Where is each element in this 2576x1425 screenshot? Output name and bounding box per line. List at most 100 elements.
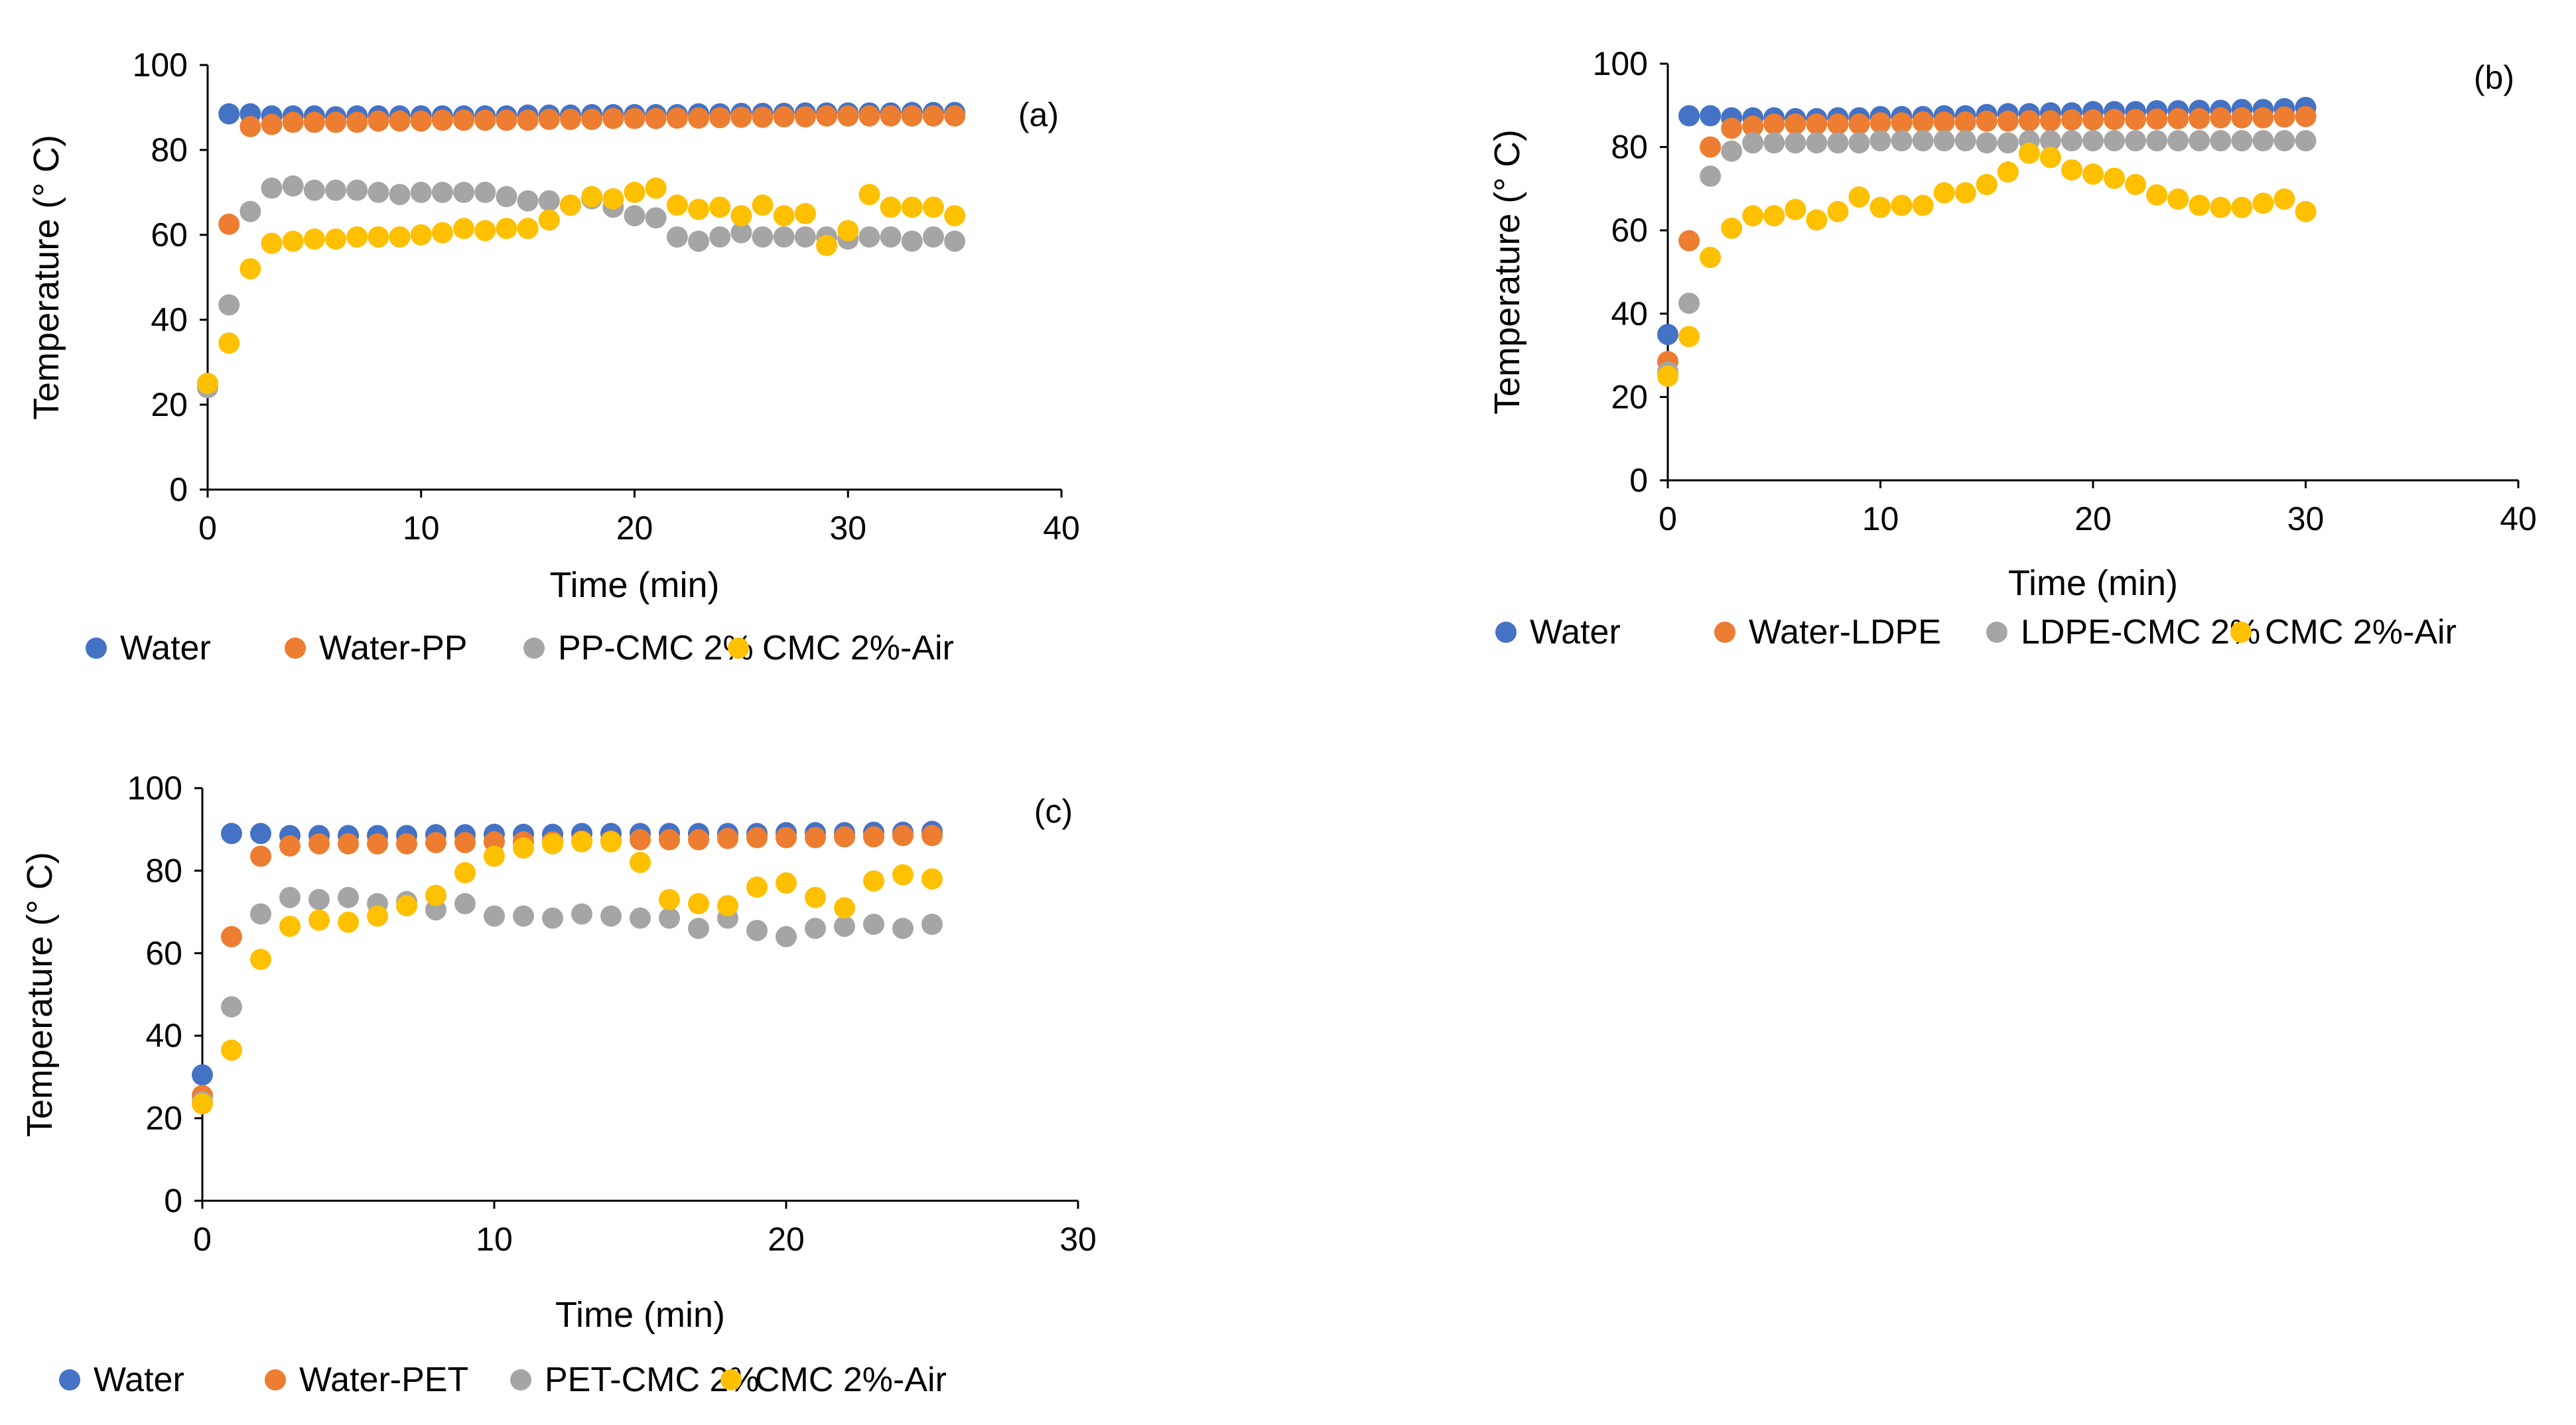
- data-point: [1742, 115, 1764, 137]
- legend-marker: [1714, 622, 1735, 643]
- legend-label: CMC 2%-Air: [762, 629, 954, 667]
- data-point: [794, 203, 816, 224]
- data-point: [805, 917, 826, 939]
- y-tick-label: 40: [151, 301, 188, 338]
- x-tick-label: 0: [1659, 500, 1677, 537]
- data-point: [2210, 107, 2232, 129]
- legend-marker: [86, 638, 107, 659]
- y-tick-label: 80: [151, 131, 188, 169]
- data-point: [1933, 130, 1955, 152]
- x-tick-label: 20: [2074, 500, 2112, 537]
- data-point: [431, 222, 453, 243]
- x-tick-label: 30: [1059, 1221, 1097, 1258]
- data-point: [880, 196, 902, 218]
- data-point: [1700, 136, 1722, 158]
- data-point: [630, 907, 651, 929]
- data-point: [752, 194, 774, 216]
- series-pet-cmc-2-: [192, 886, 943, 1113]
- data-point: [688, 829, 709, 850]
- data-point: [221, 996, 242, 1018]
- data-point: [2082, 130, 2104, 152]
- legend-label: Water-PP: [319, 629, 467, 667]
- data-point: [659, 888, 680, 910]
- data-point: [368, 182, 389, 203]
- data-point: [645, 177, 667, 199]
- data-point: [2189, 130, 2210, 152]
- data-point: [517, 190, 539, 212]
- y-axis-title: Temperature (° C): [20, 852, 60, 1137]
- legend-label: PP-CMC 2%: [558, 629, 754, 667]
- data-point: [218, 214, 240, 235]
- y-tick-label: 0: [169, 471, 188, 508]
- data-point: [659, 907, 680, 929]
- data-point: [496, 109, 517, 131]
- data-point: [901, 105, 923, 127]
- series-cmc-2-air: [1657, 143, 2317, 387]
- y-axis-title: Temperature (° C): [27, 135, 66, 420]
- data-point: [389, 184, 411, 206]
- legend-marker: [1986, 622, 2007, 643]
- data-point: [709, 226, 731, 248]
- data-point: [816, 235, 838, 256]
- data-point: [1912, 194, 1934, 216]
- data-point: [261, 113, 283, 135]
- data-point: [709, 196, 731, 218]
- data-point: [1912, 130, 1934, 152]
- data-point: [2252, 192, 2274, 214]
- data-point: [218, 294, 240, 316]
- data-point: [2273, 130, 2295, 152]
- data-point: [453, 109, 475, 131]
- data-point: [2104, 130, 2126, 152]
- data-point: [1785, 198, 1806, 220]
- data-point: [645, 207, 667, 229]
- data-point: [730, 106, 752, 128]
- data-point: [410, 182, 432, 203]
- x-tick-label: 40: [2500, 500, 2537, 537]
- y-tick-label: 20: [1611, 378, 1648, 415]
- data-point: [410, 224, 432, 245]
- data-point: [752, 226, 774, 248]
- legend-label: Water-PET: [299, 1361, 468, 1399]
- x-axis-title: Time (min): [2008, 563, 2178, 603]
- data-point: [1891, 130, 1913, 152]
- data-point: [880, 105, 902, 127]
- data-point: [1848, 113, 1870, 135]
- data-point: [2210, 196, 2232, 218]
- data-point: [2231, 130, 2253, 152]
- data-point: [2082, 163, 2104, 185]
- data-point: [559, 108, 581, 130]
- data-point: [1806, 113, 1828, 135]
- data-point: [261, 232, 283, 254]
- data-point: [624, 205, 645, 227]
- data-point: [1678, 230, 1700, 251]
- data-point: [1763, 205, 1785, 227]
- data-point: [410, 110, 432, 132]
- y-tick-label: 60: [151, 216, 188, 253]
- data-point: [308, 833, 330, 854]
- data-point: [688, 198, 710, 220]
- series-water-pet: [192, 825, 943, 1107]
- data-point: [474, 109, 496, 131]
- data-point: [396, 833, 417, 854]
- data-point: [1678, 326, 1700, 348]
- data-point: [1678, 105, 1700, 127]
- data-point: [581, 186, 603, 208]
- series-pp-cmc-2-: [197, 175, 966, 399]
- data-point: [303, 228, 325, 250]
- x-tick-label: 40: [1043, 509, 1080, 547]
- data-point: [2125, 109, 2147, 131]
- y-tick-label: 20: [145, 1100, 182, 1137]
- data-point: [1806, 209, 1828, 231]
- data-point: [538, 190, 560, 212]
- data-point: [1742, 132, 1764, 154]
- x-tick-label: 0: [193, 1221, 212, 1258]
- y-axis-title: Temperature (° C): [1487, 129, 1527, 415]
- data-point: [250, 845, 271, 867]
- legend-marker: [510, 1369, 531, 1391]
- data-point: [1827, 200, 1849, 222]
- data-point: [368, 226, 389, 248]
- data-point: [1827, 132, 1849, 154]
- chart-panel-b: 0 20 40 60 80 100 0 10 20 30 40 Time (min) Temperatu…: [1487, 45, 2537, 651]
- data-point: [2210, 130, 2232, 152]
